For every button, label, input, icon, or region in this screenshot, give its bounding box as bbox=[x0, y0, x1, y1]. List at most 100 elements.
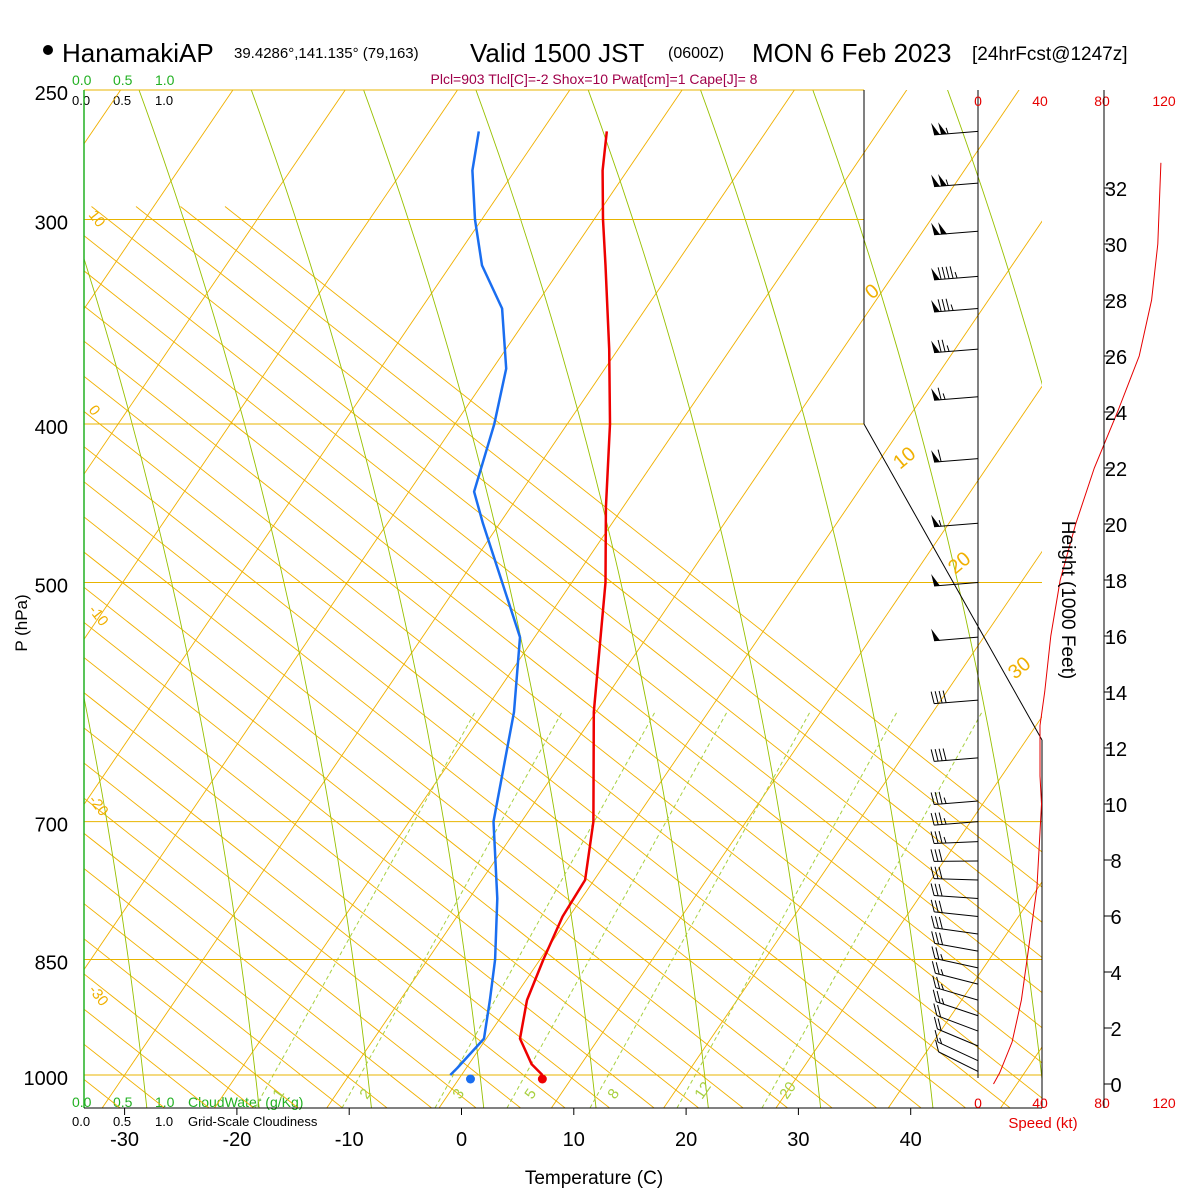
moist-adiabat-line bbox=[84, 257, 260, 1108]
wind-barb bbox=[930, 915, 979, 935]
wind-barb-pennant bbox=[938, 122, 948, 135]
wind-barb-staff bbox=[936, 1015, 979, 1032]
isotherm-label: -30 bbox=[85, 982, 112, 1010]
speed-tick-label-bottom: 80 bbox=[1094, 1095, 1110, 1111]
wind-barb-feather bbox=[949, 266, 954, 279]
wind-barb bbox=[931, 574, 979, 587]
wind-barb-half-feather bbox=[942, 393, 946, 400]
wind-barb-feather bbox=[930, 899, 935, 913]
wind-barb-pennant bbox=[938, 174, 948, 187]
dry-adiabat-line bbox=[84, 657, 655, 1108]
forecast-info: [24hrFcst@1247z] bbox=[972, 44, 1128, 65]
wind-barb-half-feather bbox=[946, 345, 950, 352]
wind-barb-pennant bbox=[931, 174, 941, 187]
temperature-tick-label: -10 bbox=[335, 1129, 364, 1151]
wind-barb-feather bbox=[935, 1039, 940, 1052]
temperature-tick-label: 40 bbox=[900, 1129, 922, 1151]
top-cloudwater-tick-2: 1.0 bbox=[155, 72, 175, 88]
wind-barb-staff bbox=[934, 699, 979, 705]
wind-barb-staff bbox=[934, 348, 979, 354]
dry-adiabat-line bbox=[0, 207, 85, 1116]
height-tick-label: 6 bbox=[1110, 907, 1121, 929]
station-marker-icon bbox=[43, 45, 53, 55]
mixing-ratio-label: 12 bbox=[691, 1079, 714, 1102]
surface-dewpoint-marker bbox=[465, 1074, 475, 1084]
x-axis-title: Temperature (C) bbox=[525, 1168, 663, 1189]
wind-barb-feather bbox=[937, 267, 942, 280]
wind-barb-feather bbox=[936, 976, 941, 989]
height-tick-label: 2 bbox=[1110, 1019, 1121, 1041]
isotherm-line bbox=[326, 90, 1020, 1108]
moist-adiabat-line bbox=[84, 695, 148, 1108]
temperature-tick-label: 0 bbox=[456, 1129, 467, 1151]
dry-adiabat-line bbox=[84, 938, 299, 1108]
wind-barb-feather bbox=[934, 1030, 939, 1043]
wind-barb-feather bbox=[937, 387, 942, 400]
pressure-tick-label: 400 bbox=[35, 417, 68, 439]
sounding-indices: Plcl=903 Tlcl[C]=-2 Shox=10 Pwat[cm]=1 C… bbox=[431, 71, 758, 87]
dry-adiabat-line bbox=[84, 446, 922, 1108]
isotherm-line bbox=[775, 715, 1042, 1108]
wind-barb-feather bbox=[937, 1004, 942, 1018]
speed-tick-label-bottom: 0 bbox=[974, 1095, 982, 1111]
top-cloudiness-tick-2: 1.0 bbox=[155, 93, 173, 108]
wind-barb-feather bbox=[930, 866, 935, 879]
wind-barb-pennant bbox=[931, 122, 941, 135]
wind-barb bbox=[931, 266, 979, 281]
wind-barb-staff bbox=[937, 1028, 979, 1047]
wind-barb-feather bbox=[941, 339, 946, 352]
dry-adiabat-line bbox=[0, 207, 40, 1116]
wind-barb-feather bbox=[931, 961, 936, 974]
wind-barb-feather bbox=[930, 749, 935, 762]
mixing-ratio-label: 20 bbox=[776, 1079, 799, 1102]
wind-barb-feather bbox=[930, 691, 935, 704]
wind-barb-feather bbox=[945, 298, 950, 311]
temperature-tick-label: 10 bbox=[563, 1129, 585, 1151]
forecast-date: MON 6 Feb 2023 bbox=[752, 38, 951, 68]
station-coords: 39.4286°,141.135° (79,163) bbox=[234, 45, 419, 62]
pressure-tick-label: 500 bbox=[35, 576, 68, 598]
temperature-tick-label: -30 bbox=[110, 1129, 139, 1151]
wind-barb-pennant bbox=[938, 222, 948, 235]
isotherm-label: -20 bbox=[85, 792, 112, 820]
wind-barb-staff bbox=[934, 878, 979, 881]
tropopause-frame bbox=[863, 423, 1043, 741]
wind-speed-line bbox=[993, 162, 1162, 1085]
wind-barb bbox=[931, 449, 979, 463]
moist-adiabat-line bbox=[475, 90, 709, 1108]
speed-tick-label-top: 80 bbox=[1094, 93, 1110, 109]
dry-adiabat-line bbox=[224, 206, 1042, 853]
wind-barb-feather bbox=[938, 883, 943, 897]
wind-barb bbox=[930, 849, 979, 862]
wind-barb-feather bbox=[933, 1003, 938, 1016]
height-tick-label: 0 bbox=[1110, 1075, 1121, 1097]
speed-tick-label-top: 120 bbox=[1152, 93, 1176, 109]
wind-barb-feather bbox=[934, 748, 939, 762]
pressure-tick-label: 250 bbox=[35, 83, 68, 105]
wind-barb-half-feather bbox=[940, 954, 944, 961]
mixing-ratio-line bbox=[676, 711, 898, 1108]
wind-barb bbox=[932, 975, 979, 1001]
mixing-ratio-line bbox=[506, 711, 728, 1108]
wind-barb-feather bbox=[931, 946, 936, 959]
top-cloudwater-tick-1: 0.5 bbox=[113, 72, 133, 88]
wind-barb bbox=[931, 222, 979, 236]
moist-adiabat-line bbox=[138, 90, 372, 1108]
wind-barb bbox=[930, 866, 979, 881]
wind-barb-staff bbox=[935, 987, 979, 1001]
wind-barb-feather bbox=[936, 990, 941, 1004]
height-tick-label: 8 bbox=[1110, 851, 1121, 873]
pressure-tick-label: 850 bbox=[35, 953, 68, 975]
wind-barb-pennant bbox=[931, 340, 941, 353]
temperature-tick-label: 20 bbox=[675, 1129, 697, 1151]
wind-barb bbox=[930, 831, 979, 844]
height-tick-label: 32 bbox=[1105, 179, 1127, 201]
isotherm-line bbox=[1107, 76, 1200, 1117]
pressure-tick-label: 1000 bbox=[24, 1068, 69, 1090]
moist-adiabat-line bbox=[363, 90, 597, 1108]
moist-adiabat-line bbox=[587, 90, 822, 1108]
wind-barb-staff bbox=[934, 800, 979, 805]
wind-barb bbox=[935, 1039, 979, 1072]
